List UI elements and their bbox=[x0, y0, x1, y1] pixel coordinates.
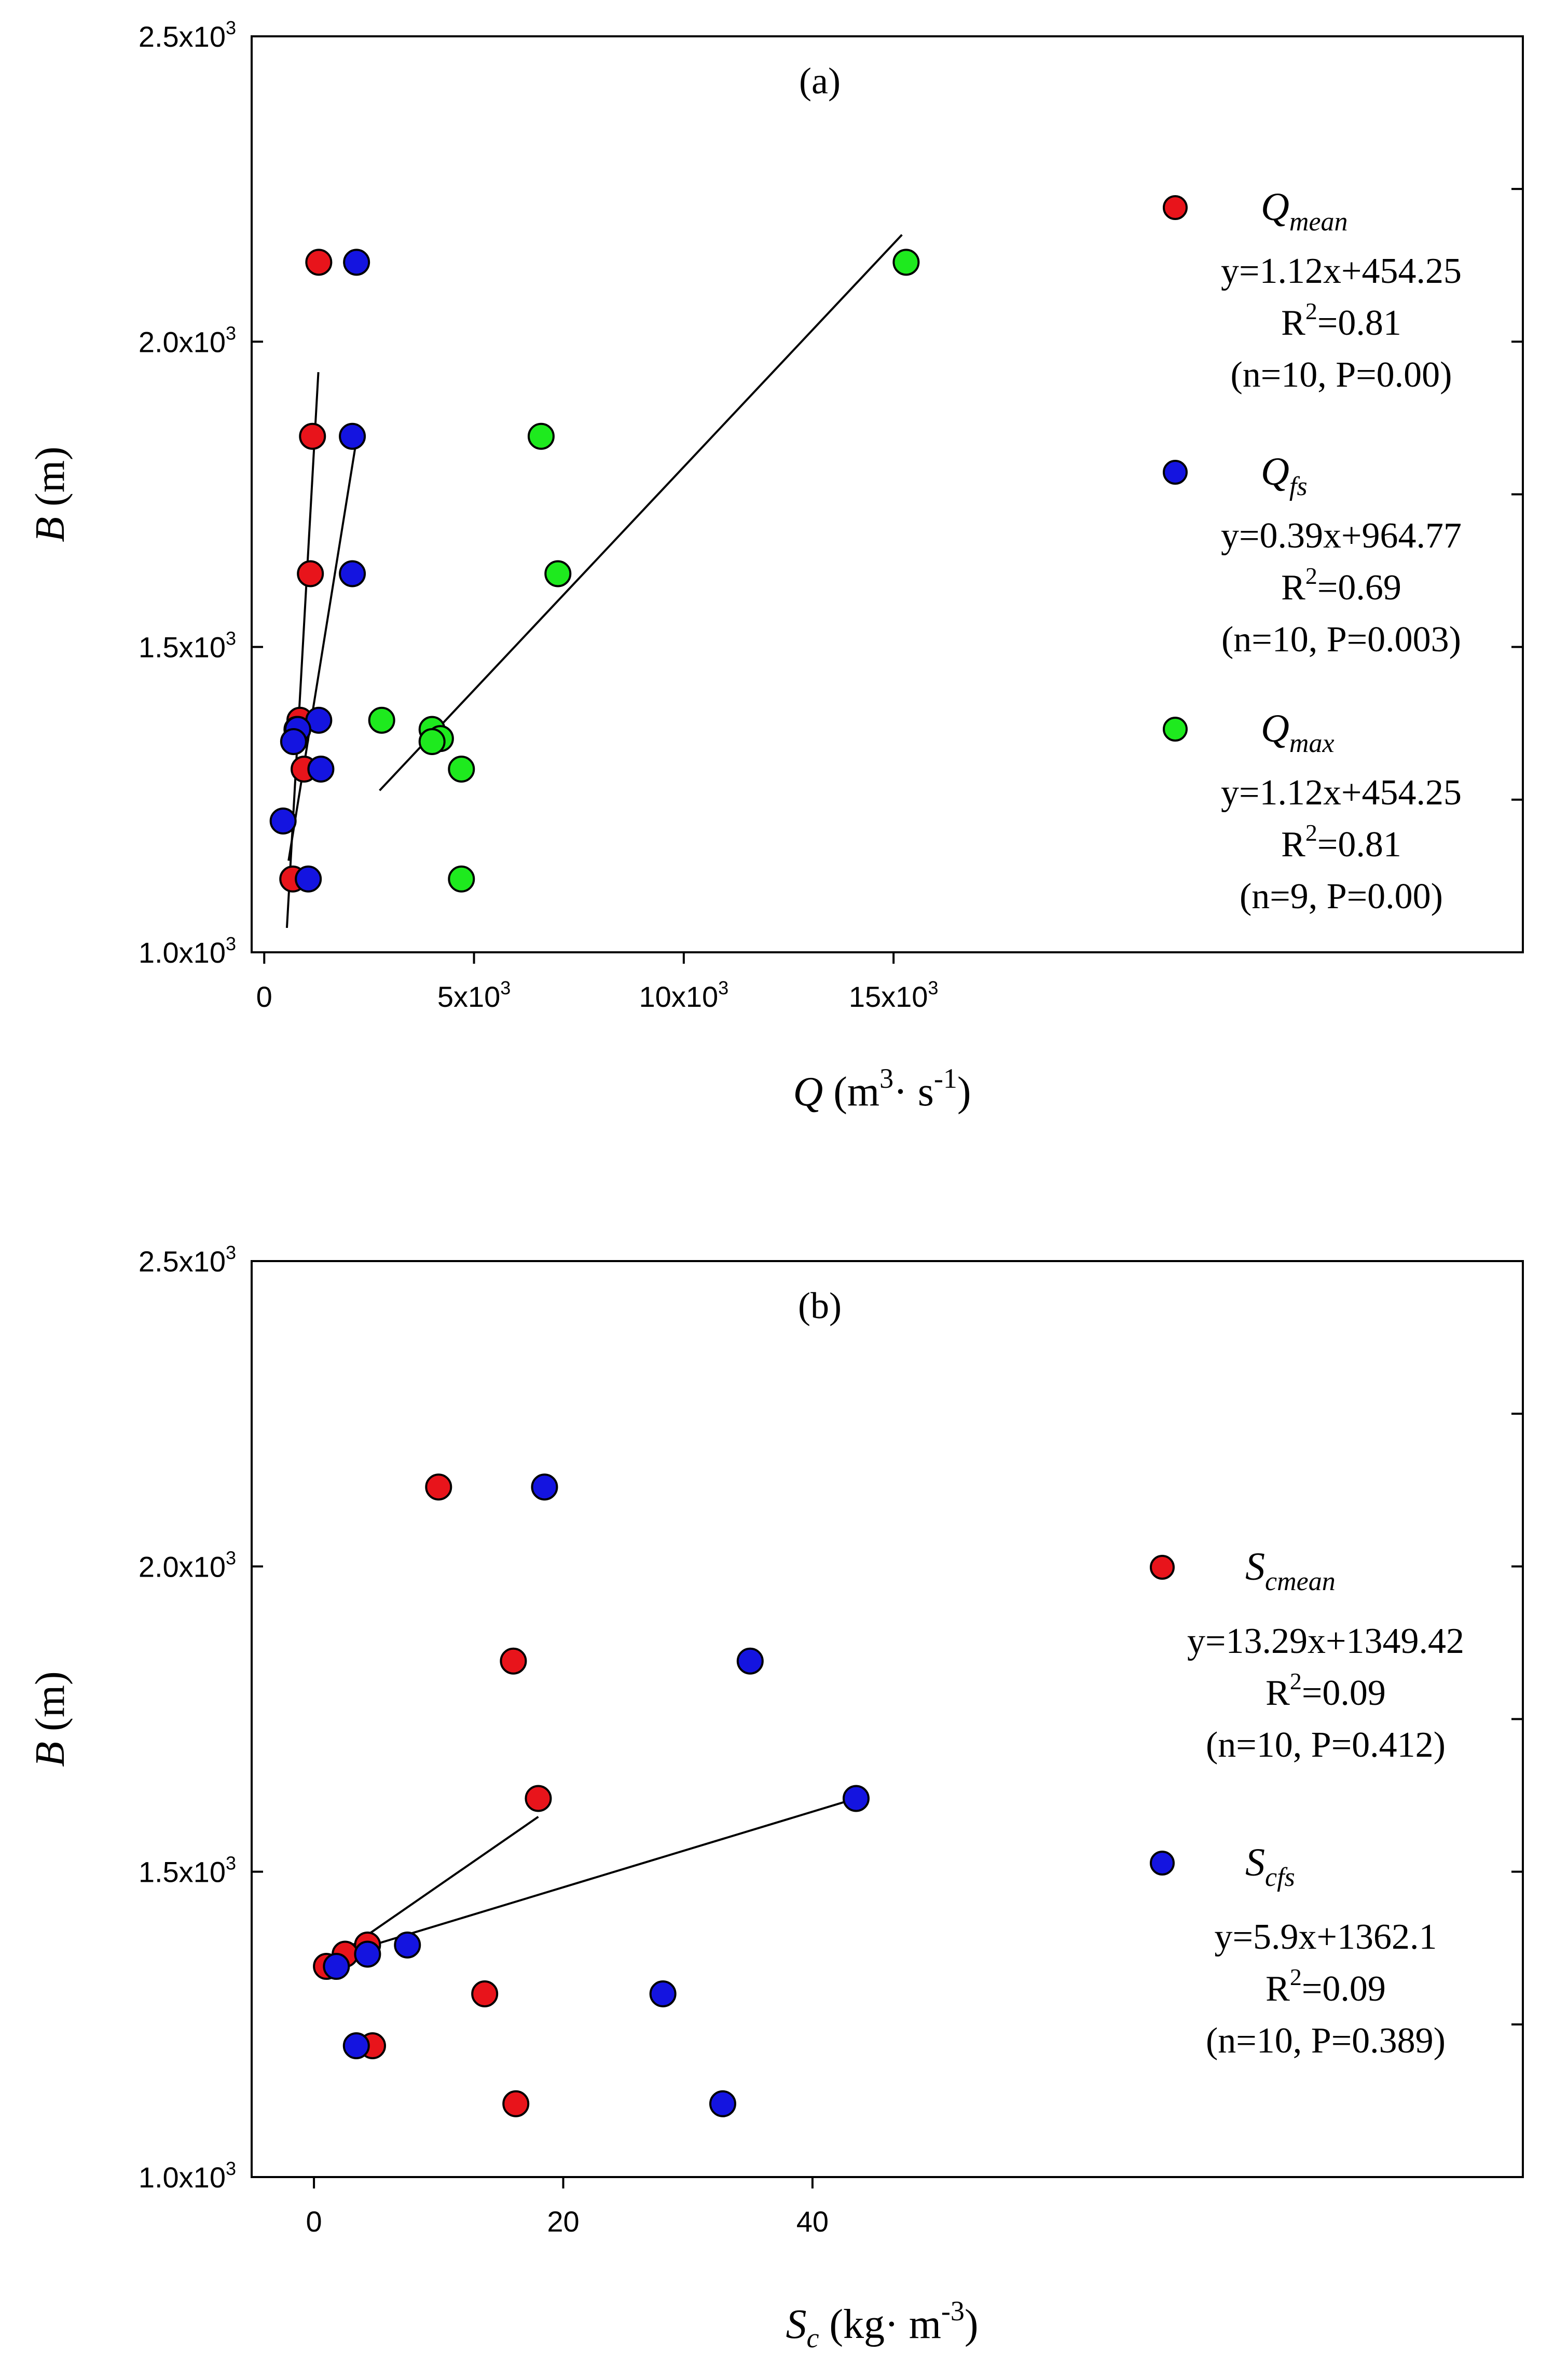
point-qfs bbox=[295, 865, 322, 893]
point-qfs bbox=[269, 808, 297, 835]
point-scmean bbox=[525, 1785, 552, 1812]
point-qmean bbox=[299, 422, 326, 450]
legend-stats: (n=10, P=0.412) bbox=[1206, 1725, 1446, 1765]
point-scfs bbox=[323, 1953, 350, 1980]
legend-stats: (n=9, P=0.00) bbox=[1240, 877, 1443, 916]
point-qfs bbox=[339, 560, 366, 587]
x-tick-label: 40 bbox=[796, 2205, 829, 2238]
point-scmean bbox=[500, 1647, 527, 1675]
legend-name-scmean: Scmean bbox=[1245, 1545, 1336, 1596]
y-tick-label: 2.5x103 bbox=[139, 1242, 236, 1278]
legend-equation: y=1.12x+454.25 bbox=[1221, 251, 1462, 291]
point-qmean bbox=[297, 560, 324, 587]
y-tick-label: 1.0x103 bbox=[139, 2158, 236, 2194]
fit-line-qfs bbox=[287, 439, 358, 861]
legend-r2: R2=0.69 bbox=[1281, 563, 1401, 608]
x-tick-label: 5x103 bbox=[437, 977, 511, 1013]
y-tick-label: 1.0x103 bbox=[139, 933, 236, 969]
point-qmax bbox=[418, 728, 446, 756]
legend-name-qmean: Qmean bbox=[1261, 185, 1348, 237]
x-tick-label: 10x103 bbox=[639, 977, 729, 1013]
point-qmax bbox=[448, 756, 475, 783]
x-tick-label: 0 bbox=[256, 980, 272, 1013]
point-qmax bbox=[544, 560, 572, 587]
legend-marker-scfs bbox=[1150, 1851, 1175, 1876]
y-tick-label: 2.0x103 bbox=[139, 322, 236, 358]
point-qmax bbox=[527, 422, 555, 450]
legend-stats: (n=10, P=0.003) bbox=[1221, 620, 1461, 660]
legend-name-qmax: Qmax bbox=[1261, 707, 1335, 758]
panel-a: 1.0x103 1.5x103 2.0x103 2.5x103 0 5x103 10x103… bbox=[27, 17, 1524, 1115]
y-tick-label: 2.0x103 bbox=[139, 1547, 236, 1583]
legend-r2: R2=0.09 bbox=[1266, 1964, 1386, 2009]
legend-equation: y=1.12x+454.25 bbox=[1221, 773, 1462, 813]
point-scfs bbox=[649, 1980, 677, 2007]
x-axis-title: Q (m3· s-1) bbox=[793, 1063, 971, 1115]
panel-label: (a) bbox=[799, 60, 841, 102]
point-scfs bbox=[354, 1940, 381, 1968]
legend-r2: R2=0.09 bbox=[1266, 1668, 1386, 1713]
fit-line-scfs bbox=[332, 1797, 857, 1959]
point-qmax bbox=[368, 706, 395, 734]
point-qfs bbox=[343, 249, 370, 276]
legend-r2: R2=0.81 bbox=[1281, 819, 1401, 865]
legend-marker-qmax bbox=[1163, 717, 1188, 742]
point-qfs bbox=[307, 756, 335, 783]
legend-name-qfs: Qfs bbox=[1261, 450, 1308, 501]
point-scmean bbox=[502, 2090, 530, 2117]
y-axis-title: B (m) bbox=[27, 1671, 73, 1767]
point-qmax bbox=[892, 249, 920, 276]
legend-marker-qmean bbox=[1163, 195, 1188, 220]
point-scfs bbox=[531, 1473, 558, 1501]
y-tick-label: 2.5x103 bbox=[139, 17, 236, 53]
legend-r2: R2=0.81 bbox=[1281, 298, 1401, 343]
legend-name-scfs: Scfs bbox=[1245, 1841, 1295, 1892]
panel-b: 1.0x103 1.5x103 2.0x103 2.5x103 0 20 40 (b) Sc (… bbox=[27, 1242, 1524, 2354]
point-scfs bbox=[342, 2032, 370, 2060]
x-tick-label: 0 bbox=[306, 2205, 322, 2238]
point-qfs bbox=[280, 728, 307, 756]
panel-label: (b) bbox=[798, 1285, 842, 1326]
point-qmax bbox=[448, 865, 475, 893]
point-scfs bbox=[709, 2090, 736, 2117]
point-qfs bbox=[339, 422, 366, 450]
y-tick-label: 1.5x103 bbox=[139, 1853, 236, 1889]
point-scmean bbox=[471, 1980, 499, 2007]
point-scfs bbox=[736, 1647, 764, 1675]
plot-frame bbox=[251, 35, 1524, 953]
x-tick-label: 15x103 bbox=[849, 977, 939, 1013]
legend-stats: (n=10, P=0.00) bbox=[1230, 355, 1452, 395]
fit-line-qmax bbox=[379, 234, 903, 791]
x-tick-label: 20 bbox=[547, 2205, 579, 2238]
legend-marker-qfs bbox=[1163, 460, 1188, 485]
legend-marker-scmean bbox=[1150, 1555, 1175, 1580]
point-scmean bbox=[425, 1473, 452, 1501]
point-qmean bbox=[305, 249, 333, 276]
legend-equation: y=0.39x+964.77 bbox=[1221, 516, 1462, 556]
point-scfs bbox=[842, 1785, 870, 1812]
y-axis-title: B (m) bbox=[27, 446, 73, 542]
y-tick-label: 1.5x103 bbox=[139, 628, 236, 664]
legend-equation: y=13.29x+1349.42 bbox=[1187, 1621, 1464, 1661]
legend-stats: (n=10, P=0.389) bbox=[1206, 2021, 1446, 2061]
x-axis-title: Sc (kg· m-3) bbox=[786, 2295, 978, 2354]
legend-equation: y=5.9x+1362.1 bbox=[1215, 1917, 1437, 1957]
point-scfs bbox=[394, 1931, 421, 1959]
